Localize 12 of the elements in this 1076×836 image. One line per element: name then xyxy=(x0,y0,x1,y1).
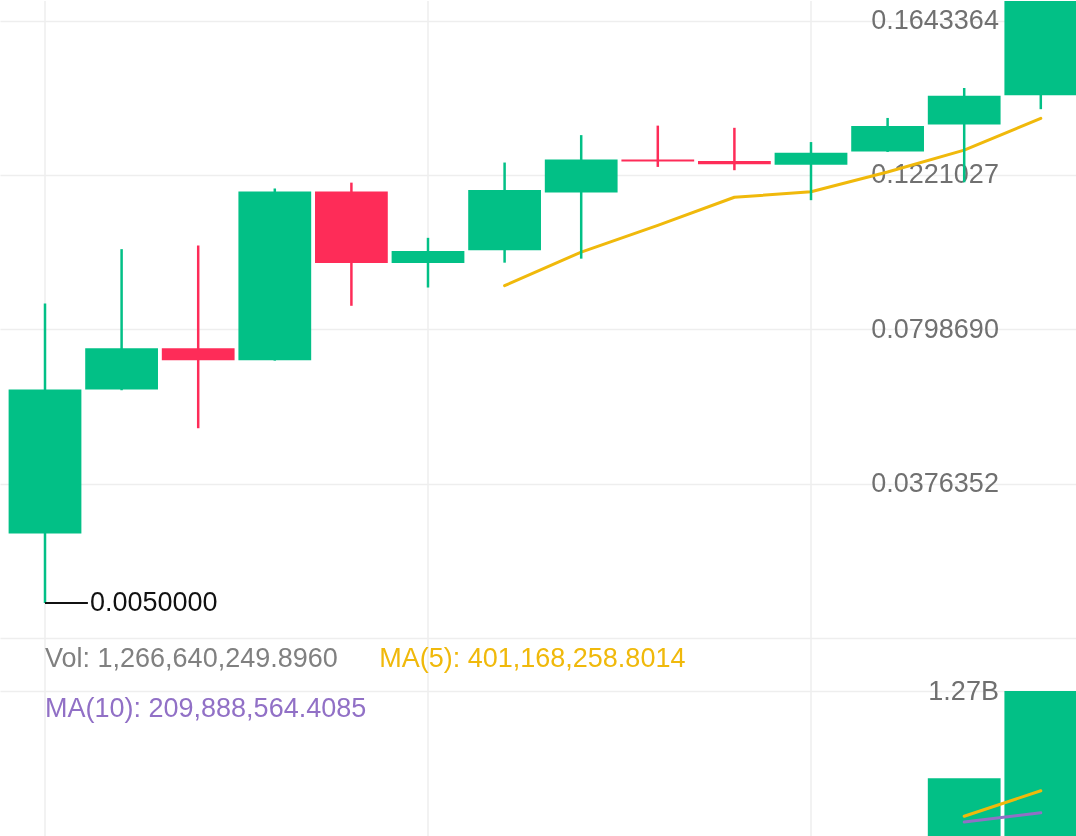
line-series xyxy=(503,116,1043,288)
y-tick-label: 0.0798690 xyxy=(871,313,999,344)
y-tick-label: 0.1643364 xyxy=(871,5,999,36)
y-tick-label: 1.27B xyxy=(928,675,999,706)
annotation: 0.0050000 xyxy=(89,586,218,617)
y-tick-label: 0.0376352 xyxy=(871,468,999,499)
text: MA(5): 401,168,258.8014 xyxy=(379,643,686,673)
text: Vol: 1,266,640,249.8960 xyxy=(45,643,338,673)
candlestick xyxy=(698,126,771,172)
text: MA(10): 209,888,564.4085 xyxy=(45,693,367,723)
candlestick xyxy=(161,244,235,430)
candlestick xyxy=(774,140,848,202)
